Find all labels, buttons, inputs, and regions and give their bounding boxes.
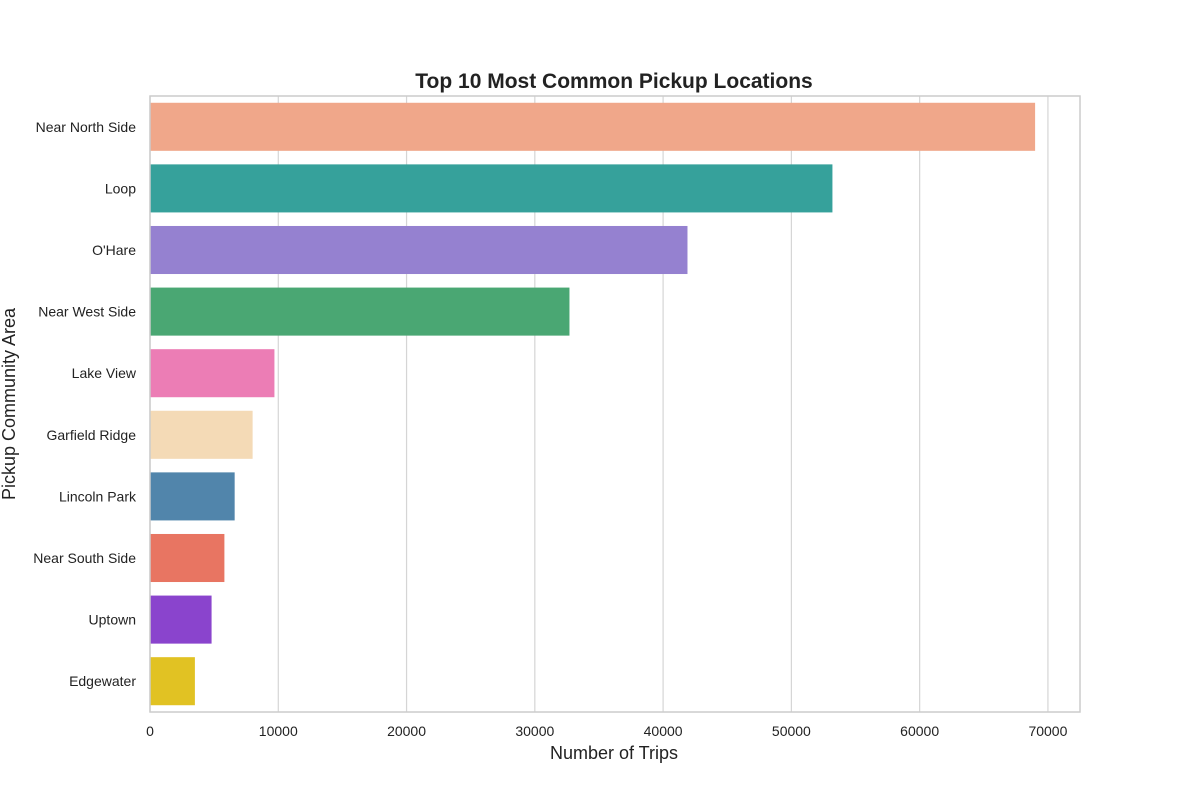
y-tick-label: Near North Side	[36, 119, 137, 135]
bar	[150, 533, 225, 583]
bar	[150, 102, 1036, 151]
y-tick-label: O'Hare	[92, 242, 136, 258]
x-tick-label: 40000	[644, 723, 683, 739]
plot-frame	[149, 95, 1081, 713]
y-tick-label: Garfield Ridge	[47, 427, 137, 443]
y-tick-label: Near West Side	[38, 304, 136, 320]
y-tick-label: Edgewater	[69, 673, 136, 689]
chart-title: Top 10 Most Common Pickup Locations	[415, 70, 812, 93]
x-axis-label: Number of Trips	[550, 743, 678, 763]
y-tick-labels: Near North Side Loop O'Hare Near West Side L…	[33, 119, 137, 689]
x-tick-label: 60000	[900, 723, 939, 739]
x-tick-label: 50000	[772, 723, 811, 739]
x-tick-label: 30000	[515, 723, 554, 739]
bar	[150, 225, 688, 275]
x-tick-label: 10000	[259, 723, 298, 739]
bar	[150, 287, 570, 336]
bar	[150, 472, 235, 521]
x-tick-label: 0	[146, 723, 154, 739]
x-tick-labels: 0 10000 20000 30000 40000 50000 60000 70000	[146, 723, 1068, 739]
y-tick-label: Near South Side	[33, 550, 136, 566]
bar	[150, 349, 275, 398]
y-tick-label: Lincoln Park	[59, 488, 137, 504]
bars	[150, 102, 1036, 706]
y-tick-label: Loop	[105, 180, 136, 196]
bar	[150, 595, 212, 644]
y-axis-label: Pickup Community Area	[0, 307, 19, 500]
y-tick-label: Uptown	[89, 612, 136, 628]
bar	[150, 410, 253, 459]
bar	[150, 657, 195, 706]
x-tick-label: 70000	[1028, 723, 1067, 739]
bar	[150, 164, 833, 213]
y-tick-label: Lake View	[72, 365, 137, 381]
x-tick-label: 20000	[387, 723, 426, 739]
